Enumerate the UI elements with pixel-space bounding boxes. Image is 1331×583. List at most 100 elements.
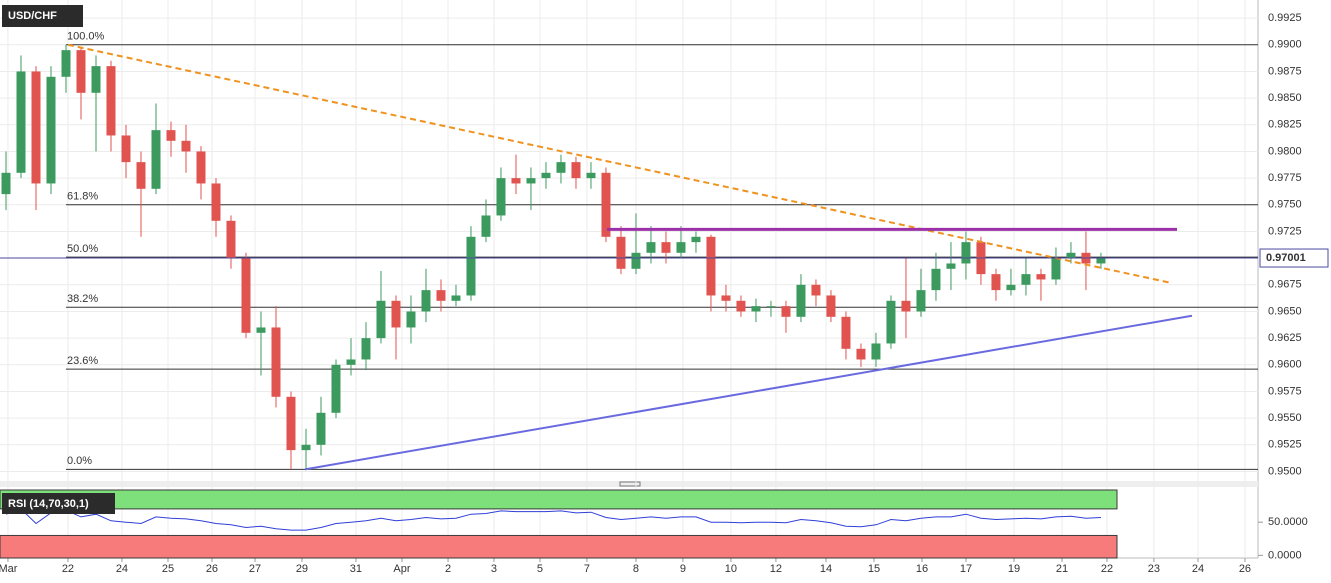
candle-body (1, 172, 11, 195)
candle-body (391, 300, 401, 328)
y-tick-label: 0.9800 (1268, 145, 1302, 157)
x-tick-label: 26 (1239, 563, 1251, 575)
candle-body (811, 284, 821, 296)
x-tick-label: 22 (62, 563, 74, 575)
candle-body (856, 348, 866, 360)
candle-body (301, 444, 311, 451)
last-price-label: 0.97001 (1266, 252, 1306, 264)
y-tick-label: 0.9525 (1268, 439, 1302, 451)
rsi-tick-label: 50.0000 (1268, 516, 1308, 528)
candle-body (721, 295, 731, 301)
candle-body (406, 311, 416, 328)
candle-body (481, 215, 491, 237)
x-tick-label: Mar (0, 563, 18, 575)
x-tick-label: 23 (1148, 563, 1160, 575)
candle-body (346, 359, 356, 365)
candle-body (196, 151, 206, 184)
x-tick-label: 17 (960, 563, 972, 575)
candle-body (466, 236, 476, 296)
candle-body (31, 71, 41, 184)
x-tick-label: 10 (725, 563, 737, 575)
candle-body (226, 220, 236, 259)
y-tick-label: 0.9600 (1268, 359, 1302, 371)
y-tick-label: 0.9500 (1268, 465, 1302, 477)
overbought-zone (0, 489, 1118, 510)
x-tick-label: 21 (1056, 563, 1068, 575)
candle-body (541, 172, 551, 179)
fib-label: 50.0% (67, 243, 98, 255)
candle-body (796, 284, 806, 317)
trend-line (67, 43, 1171, 284)
x-tick-label: 12 (770, 563, 782, 575)
candle-body (511, 178, 521, 184)
candle-body (931, 268, 941, 291)
candle-body (946, 263, 956, 269)
candle-body (871, 343, 881, 360)
x-tick-label: 14 (820, 563, 832, 575)
candle-body (271, 327, 281, 397)
x-tick-label: 19 (1008, 563, 1020, 575)
candle-body (106, 66, 116, 136)
fib-label: 61.8% (67, 191, 98, 203)
x-tick-label: 25 (162, 563, 174, 575)
candle-body (256, 327, 266, 333)
rsi-tick-label: 0.0000 (1268, 549, 1302, 561)
candle-body (1051, 258, 1061, 280)
candle-body (436, 290, 446, 301)
candle-body (826, 295, 836, 317)
x-tick-label: 7 (584, 563, 590, 575)
y-tick-label: 0.9875 (1268, 65, 1302, 77)
candle-body (496, 178, 506, 216)
candle-body (586, 172, 596, 179)
x-tick-label: 9 (680, 563, 686, 575)
rsi-label: RSI (14,70,30,1) (8, 498, 89, 510)
candle-body (1021, 274, 1031, 285)
candle-body (1066, 252, 1076, 259)
x-tick-label: 24 (116, 563, 128, 575)
candle-body (286, 396, 296, 451)
plot: 100.0% 61.8% 50.0% 38.2% 23.6% 0.0% 0.97001 (0, 31, 1329, 471)
candle-body (151, 130, 161, 189)
candle-body (841, 316, 851, 349)
x-tick-label: 3 (491, 563, 497, 575)
candle-body (76, 50, 86, 93)
candle-body (136, 162, 146, 189)
x-tick-label: 27 (249, 563, 261, 575)
x-tick-label: 5 (537, 563, 543, 575)
x-tick-label: 15 (868, 563, 880, 575)
candle-body (451, 295, 461, 301)
fib-label: 23.6% (67, 355, 98, 367)
candle-body (361, 338, 371, 360)
fib-label: 0.0% (67, 455, 92, 467)
rsi-label-box (2, 493, 115, 514)
x-tick-label: 24 (1192, 563, 1204, 575)
candle-body (421, 290, 431, 312)
x-tick-label: 16 (916, 563, 928, 575)
x-tick-label: Apr (393, 563, 410, 575)
candle-body (526, 178, 536, 184)
candle-body (556, 162, 566, 173)
chart-title: USD/CHF (8, 10, 57, 22)
rsi-line (5, 508, 1102, 531)
candle-body (316, 412, 326, 445)
candle-body (961, 242, 971, 264)
fib-label: 38.2% (67, 293, 98, 305)
title-box (2, 5, 83, 27)
candle-body (46, 76, 56, 184)
candle-body (91, 66, 101, 93)
trend-line (304, 314, 1193, 471)
candle-body (166, 130, 176, 141)
candle-body (121, 135, 131, 163)
y-tick-label: 0.9650 (1268, 305, 1302, 317)
candle-body (376, 300, 386, 339)
candle-body (1096, 258, 1106, 264)
candle-body (1036, 274, 1046, 280)
x-tick-label: 8 (633, 563, 639, 575)
y-tick-label: 0.9925 (1268, 12, 1302, 24)
drag-handle[interactable] (619, 481, 641, 487)
fib-label: 100.0% (67, 31, 105, 43)
grid: 0.9500 0.9525 0.9550 0.9575 0.9600 0.9625 0.96… (0, 0, 1302, 575)
x-tick-label: 22 (1101, 563, 1113, 575)
y-tick-label: 0.9675 (1268, 279, 1302, 291)
candle-body (616, 236, 626, 269)
